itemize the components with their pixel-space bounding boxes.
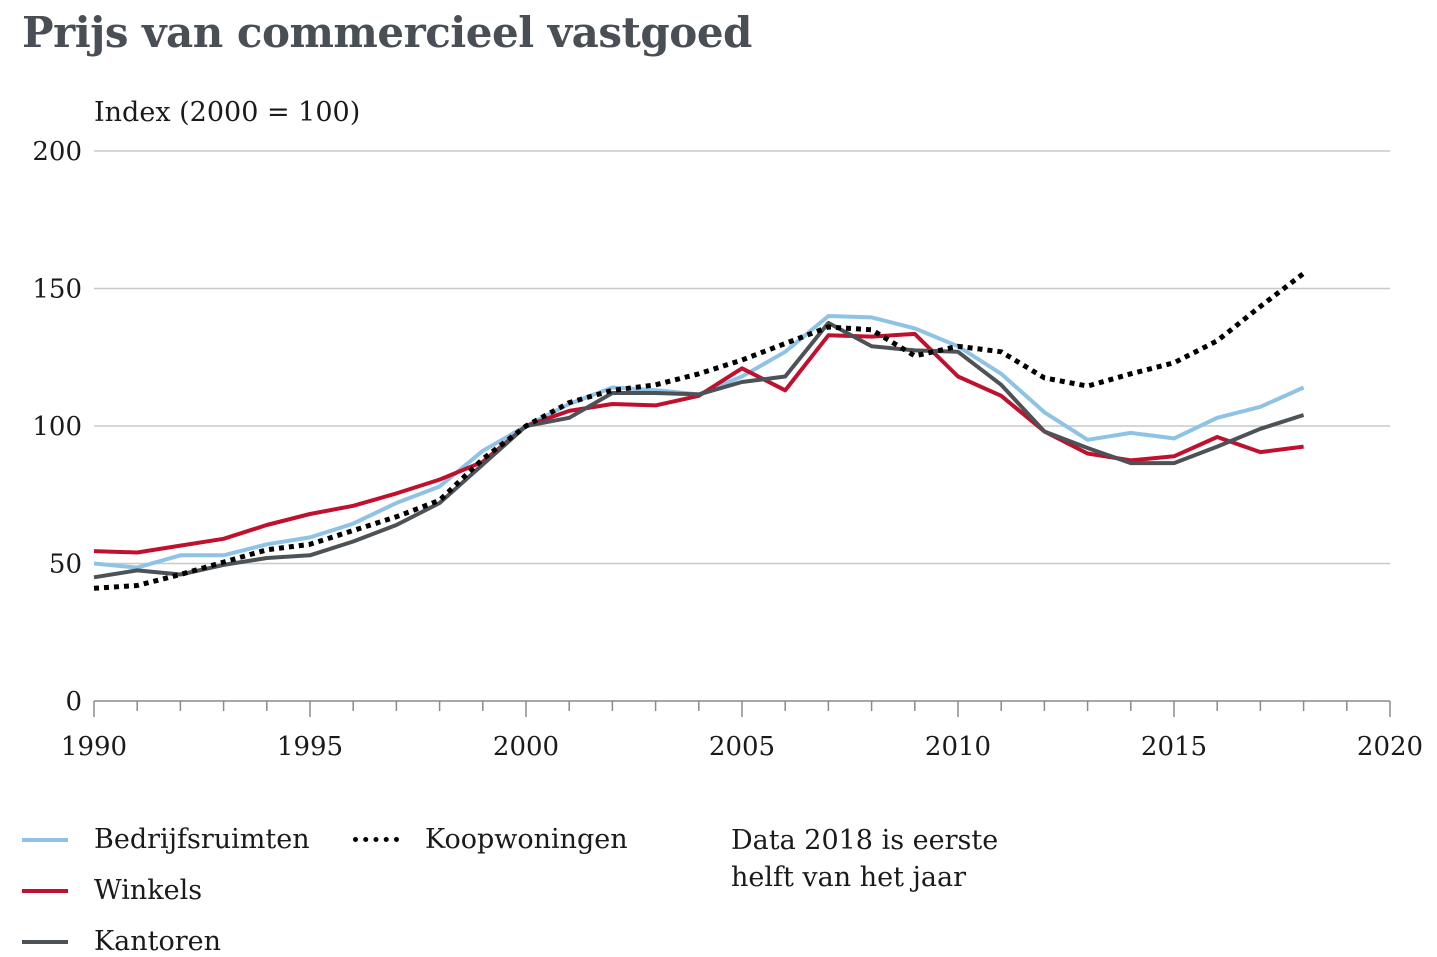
legend-swatch	[22, 939, 68, 944]
x-tick-label: 2005	[709, 732, 775, 762]
note-line-1: Data 2018 is eerste	[731, 825, 999, 856]
series-line-kantoren	[93, 320, 1305, 580]
series-line-winkels	[93, 331, 1304, 555]
x-tick-label: 2020	[1357, 732, 1423, 762]
y-tick-label: 50	[49, 550, 82, 580]
legend-swatch	[22, 888, 68, 893]
series-lines	[93, 271, 1306, 591]
x-tick-label: 2010	[925, 732, 991, 762]
y-tick-label: 100	[32, 412, 82, 442]
line-chart: 0 50 100 150 200 1990 1995 2000 2005 2010 2015 2020	[32, 137, 1423, 762]
axes: 0 50 100 150 200 1990 1995 2000 2005 2010 2015 2020	[32, 137, 1423, 762]
annotation-note: Data 2018 is eerste helft van het jaar	[731, 822, 998, 896]
legend-swatch	[22, 837, 68, 842]
gridlines	[94, 150, 1390, 565]
x-tick-label: 1995	[277, 732, 343, 762]
legend-item-kantoren: Kantoren	[22, 926, 221, 957]
x-tick-label: 1990	[61, 732, 127, 762]
legend-item-winkels: Winkels	[22, 875, 202, 906]
y-axis-label: Index (2000 = 100)	[94, 97, 361, 128]
legend-item-koopwoningen: Koopwoningen	[353, 824, 628, 855]
chart-title: Prijs van commercieel vastgoed	[22, 8, 752, 57]
legend-swatch	[353, 837, 399, 842]
y-tick-label: 200	[32, 137, 82, 167]
legend-label: Bedrijfsruimten	[94, 824, 310, 855]
legend-item-bedrijfsruimten: Bedrijfsruimten	[22, 824, 310, 855]
legend-label: Winkels	[94, 875, 203, 906]
x-tick-label: 2000	[493, 732, 559, 762]
series-line-bedrijfsruimten	[93, 314, 1305, 570]
legend-label: Kantoren	[94, 926, 222, 957]
y-tick-label: 150	[32, 275, 82, 305]
legend-label: Koopwoningen	[425, 824, 628, 855]
y-tick-label: 0	[65, 687, 82, 717]
x-tick-label: 2015	[1141, 732, 1207, 762]
note-line-2: helft van het jaar	[731, 862, 967, 893]
series-line-koopwoningen	[93, 271, 1306, 591]
